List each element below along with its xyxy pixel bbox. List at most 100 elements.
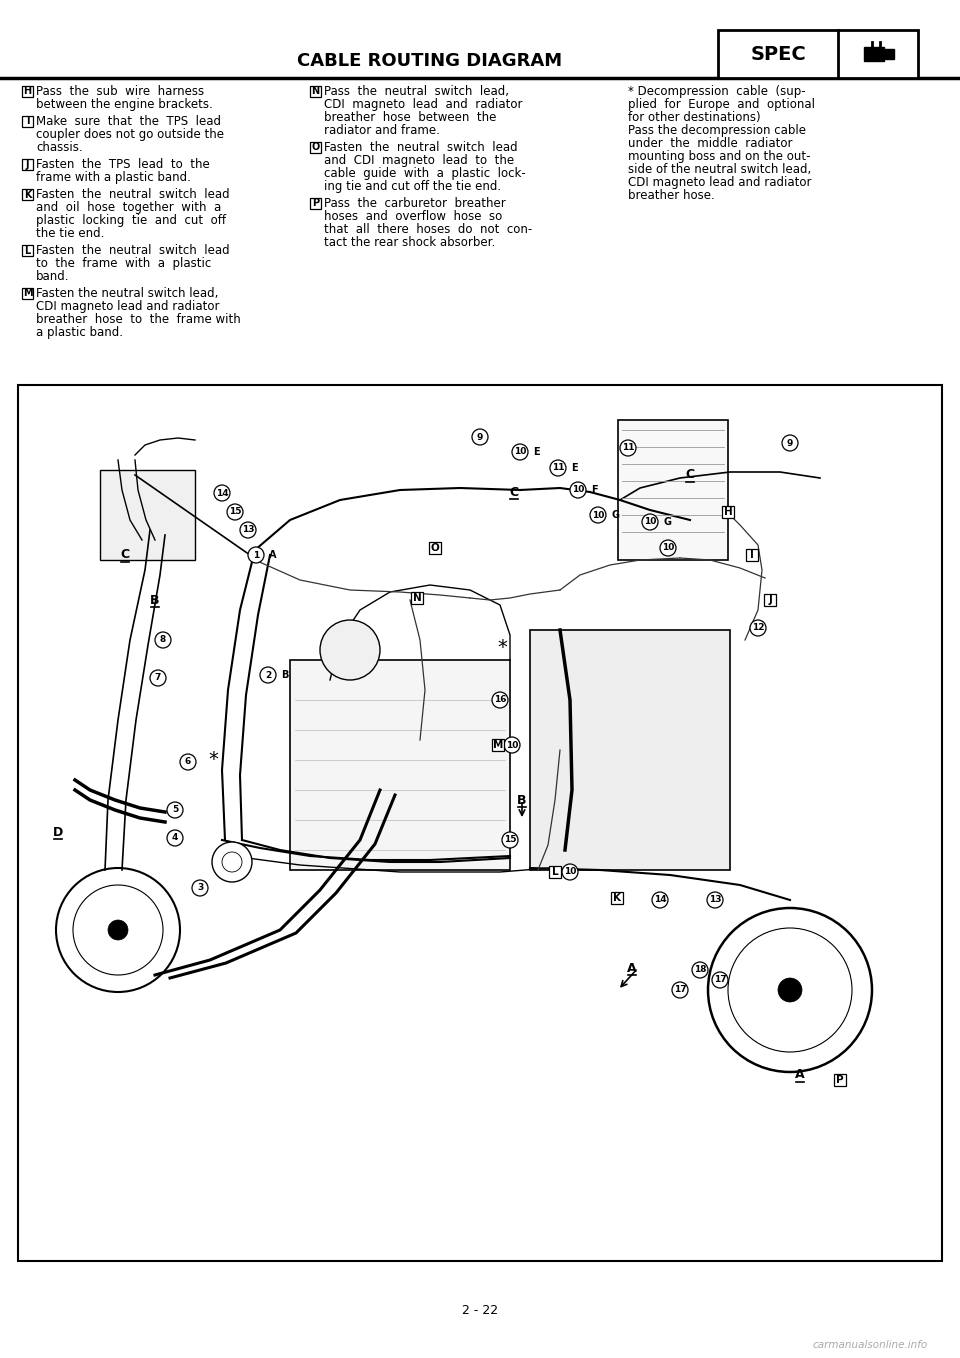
Bar (290, 660, 510, 870)
Bar (310, 198, 321, 209)
Circle shape (180, 754, 196, 770)
Text: 3: 3 (197, 884, 204, 892)
Text: G: G (611, 511, 619, 520)
Text: Fasten the neutral switch lead,: Fasten the neutral switch lead, (36, 287, 218, 300)
Bar (411, 592, 423, 604)
Text: 13: 13 (242, 526, 254, 535)
Circle shape (778, 978, 802, 1002)
Text: for other destinations): for other destinations) (628, 111, 760, 124)
Text: 7: 7 (155, 674, 161, 683)
Text: to  the  frame  with  a  plastic: to the frame with a plastic (36, 257, 211, 270)
Circle shape (155, 631, 171, 648)
Text: Make  sure  that  the  TPS  lead: Make sure that the TPS lead (36, 115, 221, 128)
Text: *: * (208, 751, 218, 770)
Text: Pass  the  sub  wire  harness: Pass the sub wire harness (36, 86, 204, 98)
Text: 10: 10 (661, 543, 674, 553)
Text: C: C (685, 469, 695, 482)
Text: 1: 1 (252, 550, 259, 559)
Text: breather  hose  between  the: breather hose between the (324, 111, 496, 124)
Text: I: I (26, 117, 29, 126)
Text: *: * (497, 638, 507, 657)
Text: 14: 14 (216, 489, 228, 497)
Bar (530, 630, 730, 870)
Circle shape (728, 928, 852, 1052)
Text: E: E (571, 463, 578, 473)
Text: E: E (533, 447, 540, 458)
Bar (310, 86, 321, 96)
Text: breather hose.: breather hose. (628, 189, 715, 202)
Text: Pass the decompression cable: Pass the decompression cable (628, 124, 806, 137)
Bar (18, 386, 942, 1262)
Text: cable  guide  with  a  plastic  lock-: cable guide with a plastic lock- (324, 167, 526, 181)
Text: C: C (510, 486, 518, 498)
Circle shape (240, 521, 256, 538)
Bar (310, 143, 321, 153)
Text: J: J (26, 159, 29, 170)
Text: 10: 10 (572, 486, 585, 494)
Text: side of the neutral switch lead,: side of the neutral switch lead, (628, 163, 811, 177)
Text: 17: 17 (713, 975, 727, 985)
Text: 11: 11 (622, 444, 635, 452)
Text: 11: 11 (552, 463, 564, 473)
Text: O: O (311, 143, 320, 152)
Text: L: L (552, 866, 559, 877)
Text: 9: 9 (787, 439, 793, 448)
Text: SPEC: SPEC (750, 45, 805, 64)
Text: P: P (836, 1076, 844, 1085)
Text: 10: 10 (564, 868, 576, 876)
Text: 5: 5 (172, 805, 179, 815)
Text: Fasten  the  neutral  switch  lead: Fasten the neutral switch lead (324, 141, 517, 153)
Text: I: I (750, 550, 754, 559)
Text: D: D (53, 826, 63, 838)
Circle shape (222, 851, 242, 872)
Text: G: G (663, 517, 671, 527)
Text: 12: 12 (752, 623, 764, 633)
Bar (22, 244, 33, 257)
Circle shape (108, 919, 128, 940)
Text: A: A (627, 961, 636, 975)
Circle shape (167, 803, 183, 818)
Bar (22, 288, 33, 299)
Text: N: N (311, 87, 320, 96)
Text: 17: 17 (674, 986, 686, 994)
Text: the tie end.: the tie end. (36, 227, 105, 240)
Text: breather  hose  to  the  frame with: breather hose to the frame with (36, 312, 241, 326)
Circle shape (652, 892, 668, 909)
Text: A: A (269, 550, 276, 559)
Text: plied  for  Europe  and  optional: plied for Europe and optional (628, 98, 815, 111)
Bar (22, 159, 33, 170)
Circle shape (260, 667, 276, 683)
Text: B: B (517, 793, 527, 807)
Text: * Decompression  cable  (sup-: * Decompression cable (sup- (628, 86, 805, 98)
Text: O: O (431, 543, 440, 553)
Circle shape (472, 429, 488, 445)
Text: 18: 18 (694, 966, 707, 975)
Bar (429, 542, 441, 554)
Circle shape (248, 547, 264, 564)
Text: 10: 10 (644, 517, 657, 527)
Text: 9: 9 (477, 432, 483, 441)
Text: C: C (120, 549, 130, 561)
Text: 10: 10 (591, 511, 604, 520)
Circle shape (212, 842, 252, 881)
Circle shape (692, 961, 708, 978)
Circle shape (56, 868, 180, 991)
Text: a plastic band.: a plastic band. (36, 326, 123, 340)
Text: 10: 10 (506, 740, 518, 750)
Text: CABLE ROUTING DIAGRAM: CABLE ROUTING DIAGRAM (298, 52, 563, 71)
Text: tact the rear shock absorber.: tact the rear shock absorber. (324, 236, 495, 249)
Text: hoses  and  overflow  hose  so: hoses and overflow hose so (324, 210, 502, 223)
Text: that  all  there  hoses  do  not  con-: that all there hoses do not con- (324, 223, 532, 236)
Circle shape (167, 830, 183, 846)
Text: frame with a plastic band.: frame with a plastic band. (36, 171, 191, 183)
Bar (611, 892, 623, 904)
Circle shape (750, 621, 766, 636)
Bar (22, 86, 33, 96)
Text: CDI magneto lead and radiator: CDI magneto lead and radiator (628, 177, 811, 189)
Text: 6: 6 (185, 758, 191, 766)
Circle shape (512, 444, 528, 460)
Text: K: K (24, 190, 32, 200)
Text: 2 - 22: 2 - 22 (462, 1304, 498, 1316)
Text: F: F (591, 485, 598, 496)
Text: mounting boss and on the out-: mounting boss and on the out- (628, 149, 810, 163)
